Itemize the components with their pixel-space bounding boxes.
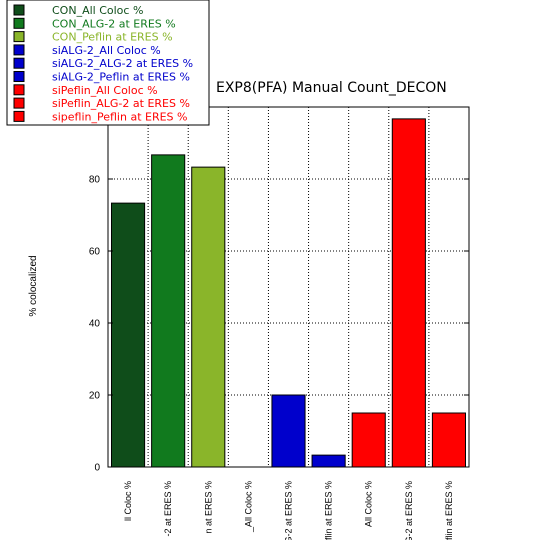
x-tick-label: eflin at ERES % xyxy=(324,481,334,540)
x-tick-label: G-2 at ERES % xyxy=(404,481,414,540)
legend-swatch xyxy=(13,110,25,122)
legend-entry: CON_All Coloc % xyxy=(52,4,143,17)
legend: CON_All Coloc %CON_ALG-2 at ERES %CON_Pe… xyxy=(6,0,210,126)
y-tick-label: 40 xyxy=(89,319,101,330)
legend-swatch xyxy=(13,4,25,16)
bar xyxy=(391,118,426,468)
y-axis-label: % colocalized xyxy=(28,255,39,316)
bar xyxy=(271,394,306,468)
legend-swatch xyxy=(13,71,25,82)
legend-entry: siALG-2_All Coloc % xyxy=(52,44,161,57)
bar xyxy=(431,412,466,468)
y-tick-label: 80 xyxy=(89,175,101,186)
legend-box xyxy=(6,0,210,126)
legend-entry: CON_ALG-2 at ERES % xyxy=(52,17,176,30)
x-tick-label: -2 at ERES % xyxy=(163,481,173,537)
bar xyxy=(351,412,386,468)
legend-swatch xyxy=(13,84,25,96)
bar xyxy=(311,454,346,468)
y-tick-label: 60 xyxy=(89,247,101,258)
x-tick-label: n at ERES % xyxy=(203,481,213,534)
legend-swatch xyxy=(13,97,25,109)
x-tick-label: ll Coloc % xyxy=(123,481,133,521)
y-tick-labels: 0 20 40 60 80 xyxy=(89,175,101,474)
legend-entry: sipeflin_Peflin at ERES % xyxy=(52,110,187,123)
x-tick-label: .G-2 at ERES % xyxy=(284,481,294,540)
bar xyxy=(111,202,146,468)
chart-title: EXP8(PFA) Manual Count_DECON xyxy=(216,80,447,96)
legend-entry: siPeflin_ALG-2 at ERES % xyxy=(52,97,190,110)
bars xyxy=(111,118,466,468)
legend-entry: siALG-2_ALG-2 at ERES % xyxy=(52,57,193,70)
x-tick-label: flin at ERES % xyxy=(444,481,454,540)
legend-entry: CON_Peflin at ERES % xyxy=(52,31,173,44)
legend-swatch xyxy=(13,17,25,29)
legend-entry: siPeflin_All Coloc % xyxy=(52,84,158,97)
y-tick-label: 20 xyxy=(89,391,101,402)
axes xyxy=(107,106,470,468)
x-tick-label: _All Coloc % xyxy=(243,481,253,533)
bar xyxy=(191,166,226,468)
plot-frame xyxy=(107,106,470,468)
x-tick-label: All Coloc % xyxy=(364,481,374,527)
legend-swatch xyxy=(13,44,25,56)
y-tick-label: 0 xyxy=(94,463,100,474)
x-tick-labels: ll Coloc % -2 at ERES % n at ERES % _All Co… xyxy=(123,481,454,540)
bar xyxy=(151,154,186,468)
legend-swatch xyxy=(13,57,25,69)
legend-entry: siALG-2_Peflin at ERES % xyxy=(52,71,190,84)
legend-swatch xyxy=(13,31,25,43)
